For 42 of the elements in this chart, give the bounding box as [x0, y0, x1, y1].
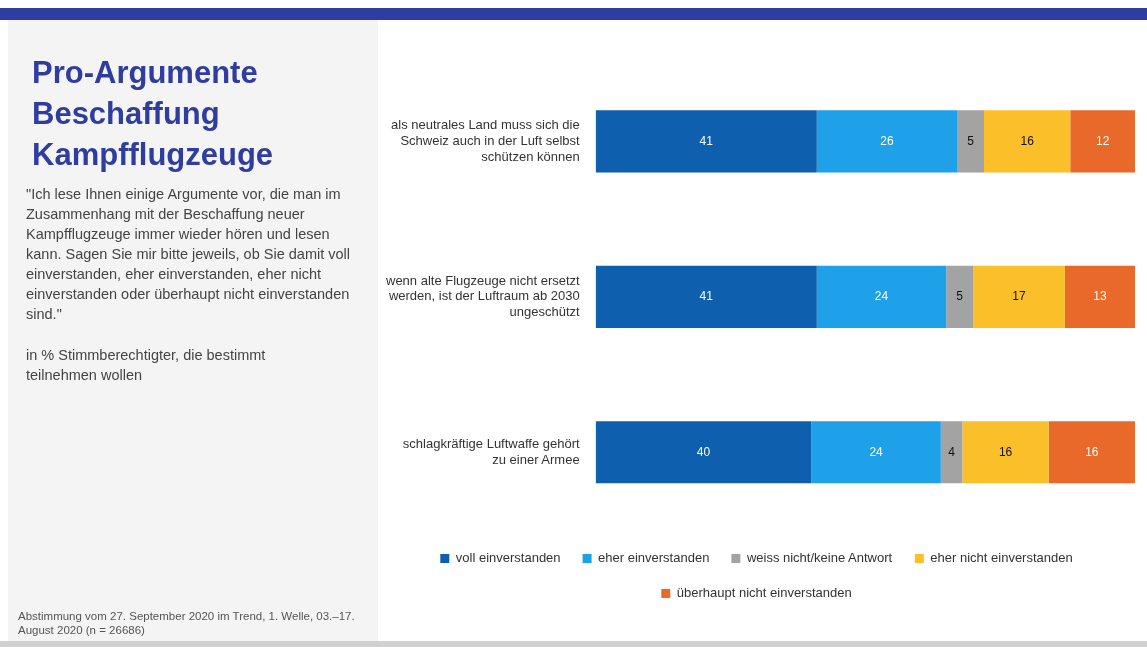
- bar: [957, 110, 984, 173]
- bar: [595, 421, 812, 484]
- text: in % Stimmberechtigter, die bestimmt teilnehmen wollen: [26, 346, 267, 385]
- data-label: 5: [956, 289, 964, 304]
- legend-label: weiss nicht/keine Antwort: [745, 550, 893, 566]
- bar: [595, 265, 817, 328]
- bar: [1064, 265, 1135, 328]
- data-label: 24: [874, 289, 889, 304]
- text: "Ich lese Ihnen einige Argumente vor, die man im Zusammenhang mit der Beschaffung neuer Kampfflugzeuge immer wieder hören und lesen kann. Sagen Sie mir bitte jeweils, ob Sie damit voll einverstanden, eher einverstanden, eher nicht einverstanden oder überhaupt nicht einverstanden sind.": [26, 185, 351, 324]
- bar: [962, 421, 1049, 484]
- bar: [940, 421, 963, 484]
- data-label: 41: [699, 289, 714, 304]
- data-label: 41: [699, 133, 714, 148]
- legend-label: voll einverstanden: [455, 550, 561, 566]
- data-label: 24: [869, 444, 884, 459]
- text: Pro-Argumente Beschaffung Kampfflugzeuge: [32, 54, 275, 174]
- data-label: 16: [998, 444, 1013, 459]
- data-label: 17: [1012, 289, 1027, 304]
- bar: [1070, 110, 1135, 173]
- bar: [973, 265, 1065, 328]
- bar: [816, 265, 947, 328]
- bar: [816, 110, 958, 173]
- y-tick-label: schlagkräftige Luftwaffe gehört zu einer Armee: [402, 436, 581, 467]
- bar: [983, 110, 1071, 173]
- bar: [946, 265, 974, 328]
- data-label: 13: [1093, 289, 1107, 304]
- legend-label: eher nicht einverstanden: [930, 550, 1073, 566]
- bar: [595, 110, 817, 173]
- data-label: 16: [1085, 444, 1099, 459]
- data-label: 16: [1020, 133, 1035, 148]
- text: Abstimmung vom 27. September 2020 im Trend, 1. Welle, 03.–17. August 2020 (n = 26686): [18, 609, 356, 637]
- data-label: 12: [1095, 133, 1110, 148]
- data-label: 26: [880, 133, 894, 148]
- legend-label: eher einverstanden: [598, 550, 710, 566]
- bar: [1048, 421, 1135, 484]
- y-tick-label: als neutrales Land muss sich die Schweiz auch in der Luft selbst schützen können: [391, 117, 581, 164]
- legend-label: überhaupt nicht einverstanden: [676, 585, 852, 601]
- data-label: 5: [967, 133, 975, 148]
- bar: [811, 421, 941, 484]
- y-tick-label: wenn alte Flugzeuge nicht ersetzt werden, ist der Luftraum ab 2030 ungeschützt: [385, 272, 581, 319]
- data-label: 4: [948, 444, 956, 459]
- data-label: 40: [696, 444, 711, 459]
